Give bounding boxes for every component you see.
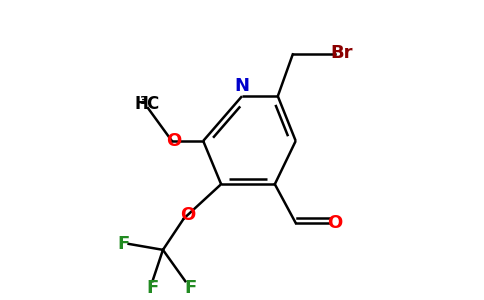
Text: N: N: [235, 77, 249, 95]
Text: O: O: [180, 206, 195, 224]
Text: C: C: [147, 94, 159, 112]
Text: O: O: [328, 214, 343, 232]
Text: F: F: [184, 279, 197, 297]
Text: F: F: [146, 279, 159, 297]
Text: O: O: [166, 132, 181, 150]
Text: 3: 3: [139, 96, 147, 106]
Text: F: F: [117, 235, 129, 253]
Text: H: H: [134, 94, 148, 112]
Text: Br: Br: [331, 44, 353, 62]
